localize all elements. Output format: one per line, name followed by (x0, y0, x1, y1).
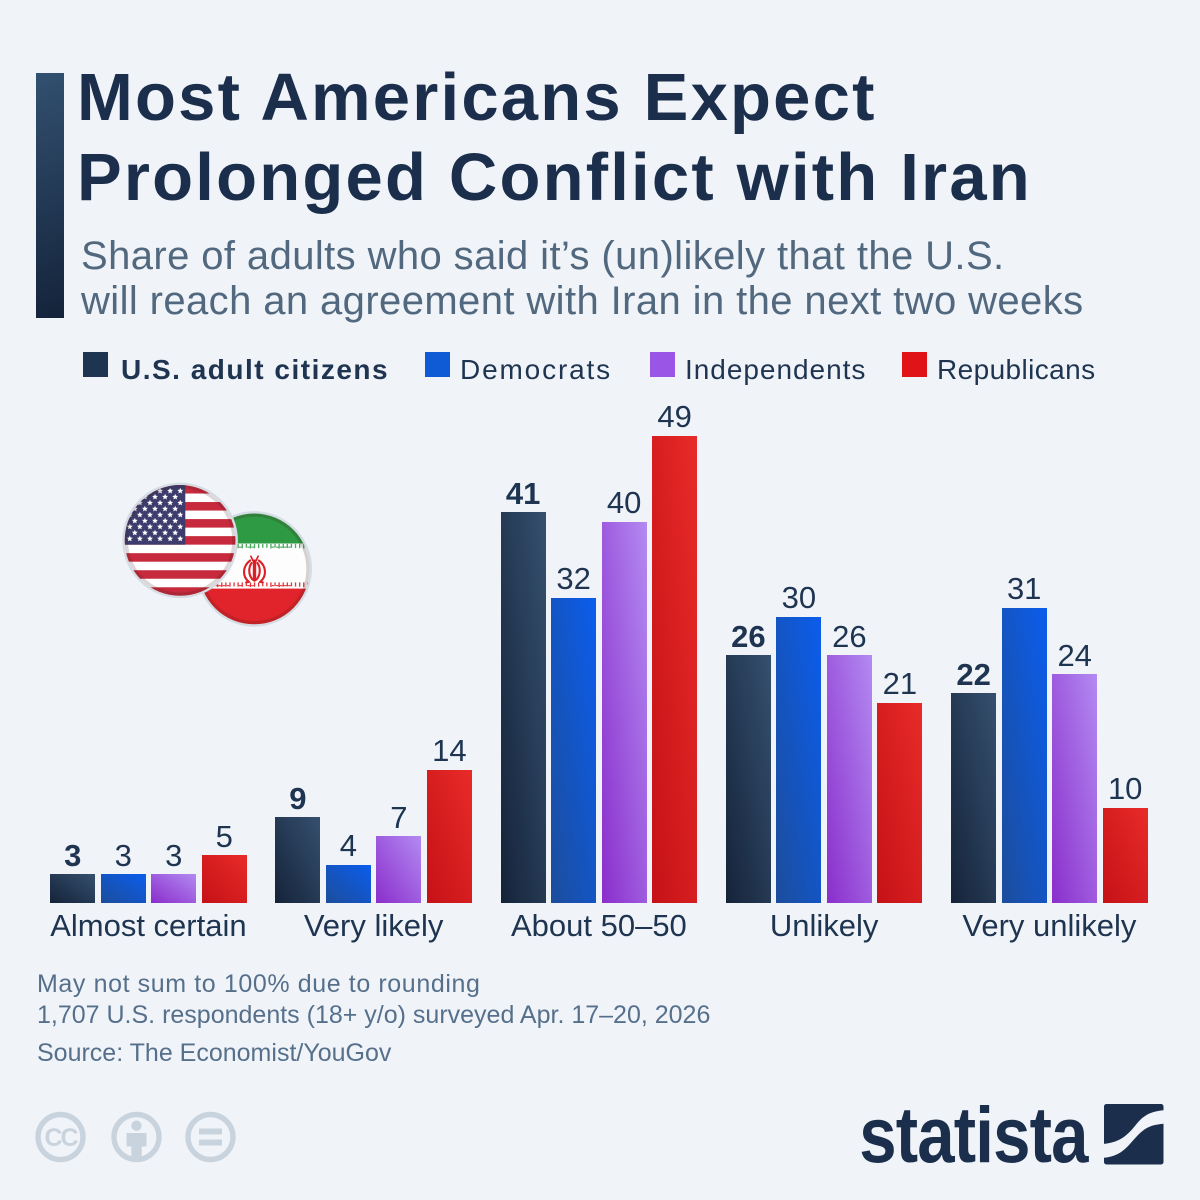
svg-text:CC: CC (44, 1124, 78, 1152)
